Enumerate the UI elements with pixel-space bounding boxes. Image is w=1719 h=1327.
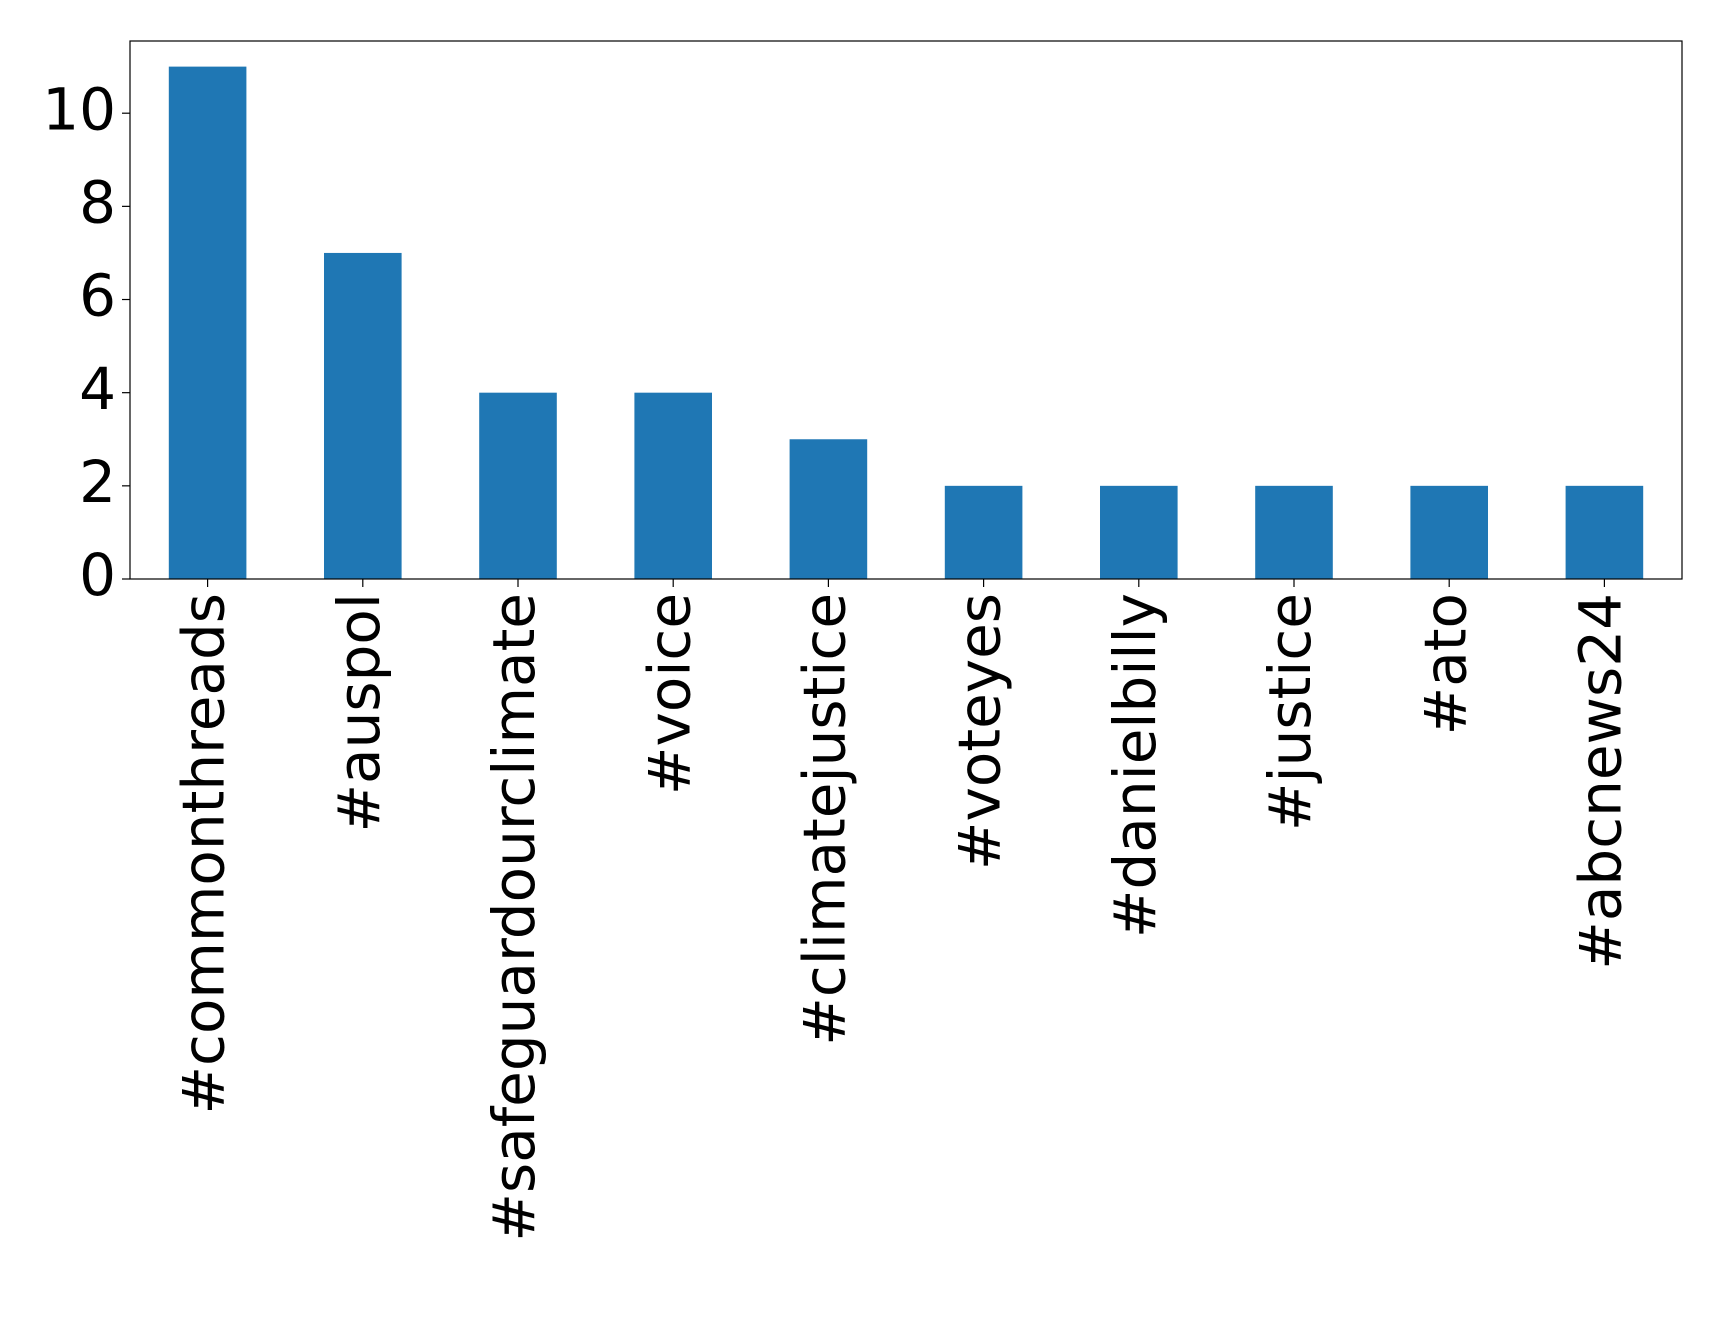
bar [1100,485,1178,579]
bar [1410,485,1488,579]
bar [479,392,557,579]
y-tick-label: 2 [79,448,116,516]
x-tick-label: #abcnews24 [1567,593,1635,970]
x-tick-label: #auspol [325,593,393,833]
y-tick-label: 10 [42,75,116,143]
y-tick-label: 6 [79,262,116,330]
x-tick-label: #ato [1411,593,1479,735]
x-tick-label: #safeguardourclimate [480,593,548,1242]
x-tick-label: #climatejustice [791,593,859,1046]
axes-frame [129,40,1683,580]
bar [1255,485,1333,579]
bar [634,392,712,579]
bar [324,252,402,579]
x-tick-label: #justice [1256,593,1324,831]
bar [1565,485,1644,579]
bar [944,485,1023,579]
x-tick-label: #commonthreads [170,593,238,1115]
bar [168,66,247,580]
y-tick-label: 8 [79,168,116,236]
x-tick-label: #danielbilly [1101,593,1169,938]
bar [789,439,868,579]
y-tick-label: 0 [79,541,116,609]
x-tick-label: #voteyes [946,593,1014,870]
y-tick-label: 4 [79,355,116,423]
x-tick-label: #voice [635,593,703,795]
